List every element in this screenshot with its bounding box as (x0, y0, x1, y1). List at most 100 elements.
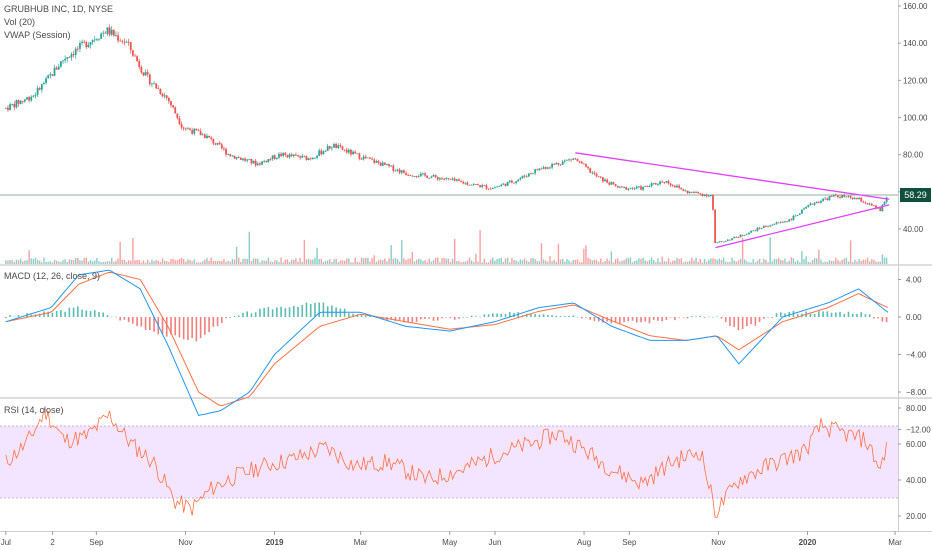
candle-body (873, 205, 875, 207)
volume-bar (151, 259, 153, 264)
volume-bar (511, 258, 513, 264)
macd-histogram-bar (432, 317, 435, 321)
volume-bar (845, 257, 848, 264)
volume-bar (727, 262, 729, 264)
candle-body (769, 225, 772, 227)
volume-bar (693, 260, 695, 264)
price-axis-tick-label: 160.00 (903, 2, 928, 11)
candle-body (87, 44, 90, 48)
macd-histogram-bar (106, 315, 109, 317)
candle-body (883, 202, 886, 205)
candle-body (544, 167, 547, 169)
macd-histogram-bar (136, 317, 138, 327)
volume-bar (166, 261, 168, 264)
volume-bar (826, 261, 829, 264)
candle-body (822, 198, 824, 201)
candle-body (536, 169, 539, 171)
volume-bar (633, 260, 636, 264)
volume-bar (627, 258, 630, 264)
candle-body (428, 177, 431, 179)
candle-body (155, 83, 158, 89)
candle-body (85, 41, 88, 48)
volume-bar (72, 260, 75, 264)
volume-bar (422, 260, 424, 264)
candle-body (760, 227, 763, 229)
macd-histogram-bar (72, 307, 75, 317)
volume-bar (17, 260, 20, 264)
candle-body (489, 188, 492, 190)
volume-bar (716, 259, 718, 264)
candle-body (447, 178, 450, 179)
volume-bar (441, 258, 443, 264)
macd-histogram-bar (487, 314, 490, 317)
candle-body (322, 151, 325, 155)
volume-bar (401, 240, 403, 264)
time-axis-tick-label: Nov (178, 538, 192, 547)
candle-body (483, 185, 486, 187)
volume-bar (346, 258, 348, 264)
candle-body (273, 155, 276, 159)
candle-body (731, 238, 733, 240)
candle-body (669, 183, 672, 186)
macd-histogram-bar (652, 317, 655, 320)
volume-bar (307, 258, 310, 264)
volume-bar (680, 258, 682, 264)
candle-body (864, 202, 867, 204)
time-axis-tick-label: Aug (577, 538, 591, 547)
candle-body (553, 164, 556, 165)
volume-bar (119, 241, 121, 264)
volume-bar (149, 262, 151, 264)
volume-bar (782, 260, 784, 264)
volume-bar (712, 258, 714, 264)
volume-bar (587, 257, 589, 264)
macd-histogram-bar (619, 317, 621, 325)
candle-body (805, 207, 808, 209)
macd-histogram-bar (847, 311, 850, 317)
candle-body (652, 183, 655, 184)
volume-bar (608, 260, 610, 264)
candle-body (383, 162, 386, 165)
volume-bar (674, 260, 676, 264)
volume-bar (138, 260, 140, 264)
volume-bar (748, 262, 750, 264)
candle-body (561, 161, 564, 165)
volume-bar (852, 262, 854, 264)
macd-histogram-bar (64, 311, 66, 317)
macd-histogram-bar (796, 314, 799, 317)
candle-body (335, 144, 338, 149)
candle-body (76, 48, 79, 50)
candle-body (750, 230, 753, 233)
rsi-axis-tick-label: 60.00 (906, 440, 927, 449)
macd-axis-tick-label: 4.00 (906, 276, 922, 285)
candle-body (608, 182, 611, 185)
volume-bar (447, 258, 450, 264)
candle-body (364, 156, 367, 159)
volume-bar (250, 261, 253, 264)
volume-bar (199, 262, 202, 264)
candle-body (602, 177, 604, 182)
macd-histogram-bar (237, 315, 240, 317)
candle-body (781, 221, 784, 223)
volume-bar (225, 261, 227, 264)
volume-bar (77, 257, 79, 264)
candle-body (187, 128, 189, 130)
volume-bar (32, 258, 35, 264)
volume-bar (528, 261, 530, 264)
volume-bar (411, 251, 414, 264)
volume-bar (623, 260, 625, 264)
candle-body (504, 183, 507, 186)
volume-bar (485, 262, 488, 264)
candle-body (578, 161, 581, 163)
candle-body (714, 209, 717, 243)
candle-body (538, 168, 541, 171)
volume-bar (106, 261, 109, 264)
volume-bar (629, 257, 632, 264)
volume-bar (767, 262, 769, 264)
macd-histogram-bar (170, 317, 172, 335)
volume-bar (456, 261, 458, 264)
volume-bar (284, 259, 287, 264)
volume-bar (699, 258, 701, 264)
volume-bar (458, 260, 460, 264)
candle-body (765, 225, 767, 227)
candle-body (860, 197, 863, 202)
